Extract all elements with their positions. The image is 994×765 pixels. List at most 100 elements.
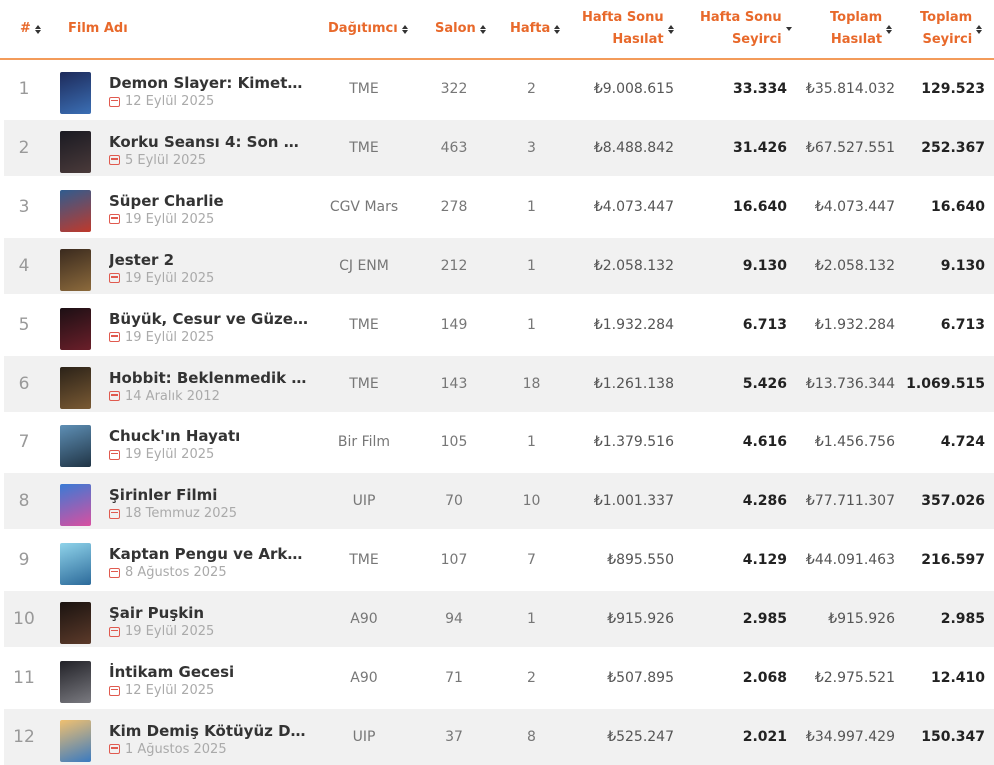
week-cell: 2 — [527, 670, 536, 686]
total-gross-cell: ₺44.091.463 — [805, 552, 895, 569]
movie-poster[interactable] — [60, 661, 91, 703]
movie-title-link[interactable]: Kaptan Pengu ve Arkad… — [109, 545, 309, 564]
weekend-admissions-cell: 6.713 — [742, 316, 787, 333]
week-cell: 1 — [527, 316, 536, 333]
total-admissions-cell: 1.069.515 — [906, 375, 985, 392]
movie-poster[interactable] — [60, 248, 91, 291]
calendar-icon — [109, 332, 120, 343]
movie-title-link[interactable]: Kim Demiş Kötüyüz Diye… — [109, 721, 309, 740]
weekend-admissions-cell: 4.616 — [742, 434, 787, 451]
calendar-icon — [109, 155, 120, 166]
movie-poster[interactable] — [60, 366, 91, 409]
total-admissions-cell: 2.985 — [940, 611, 985, 628]
total-admissions-cell: 252.367 — [921, 139, 985, 156]
movie-title-link[interactable]: Şirinler Filmi — [109, 486, 218, 505]
weekend-gross-cell: ₺1.379.516 — [593, 434, 674, 451]
total-admissions-cell: 9.130 — [940, 257, 985, 274]
movie-poster[interactable] — [60, 602, 91, 645]
release-date: 19 Eylül 2025 — [109, 271, 214, 286]
table-row[interactable]: 11 İntikam Gecesi 12 Eylül 2025 A90 71 2 ₺507.… — [4, 650, 994, 706]
total-gross-cell: ₺35.814.032 — [805, 81, 895, 97]
column-header-week[interactable]: Hafta — [510, 0, 561, 58]
sort-icon — [667, 24, 675, 34]
calendar-icon — [109, 449, 120, 460]
release-date: 12 Eylül 2025 — [109, 94, 214, 109]
column-header-salon[interactable]: Salon — [435, 0, 487, 58]
movie-poster[interactable] — [60, 189, 91, 232]
weekend-gross-cell: ₺507.895 — [607, 670, 674, 686]
movie-poster[interactable] — [60, 543, 91, 586]
movie-title-link[interactable]: Süper Charlie — [109, 191, 224, 210]
weekend-gross-cell: ₺1.932.284 — [593, 316, 674, 333]
movie-title-link[interactable]: Büyük, Cesur ve Güzel Bi… — [109, 309, 309, 328]
distributor-cell: Bir Film — [337, 434, 391, 451]
salon-cell: 463 — [440, 139, 468, 156]
week-cell: 10 — [522, 493, 541, 510]
salon-cell: 71 — [445, 670, 463, 686]
weekend-admissions-cell: 4.129 — [742, 552, 787, 569]
total-gross-cell: ₺67.527.551 — [805, 139, 895, 156]
total-gross-cell: ₺4.073.447 — [814, 198, 895, 215]
movie-poster[interactable] — [60, 307, 91, 350]
movie-title-link[interactable]: Chuck'ın Hayatı — [109, 427, 241, 446]
rank-cell: 8 — [18, 491, 30, 512]
table-row[interactable]: 12 Kim Demiş Kötüyüz Diye… 1 Ağustos 2025 U… — [4, 708, 994, 765]
weekend-gross-cell: ₺525.247 — [607, 728, 674, 745]
column-header-total-gross[interactable]: Toplam Hasılat — [830, 0, 893, 58]
weekend-gross-cell: ₺8.488.842 — [593, 139, 674, 156]
table-row[interactable]: 1 Demon Slayer: Kimetsu … 12 Eylül 2025 TME… — [4, 61, 994, 117]
release-date: 5 Eylül 2025 — [109, 153, 206, 168]
weekend-admissions-cell: 31.426 — [732, 139, 787, 156]
calendar-icon — [109, 567, 120, 578]
weekend-admissions-cell: 4.286 — [742, 493, 787, 510]
table-row[interactable]: 8 Şirinler Filmi 18 Temmuz 2025 UIP 70 10 ₺1.0… — [4, 473, 994, 530]
movie-poster[interactable] — [60, 484, 91, 527]
salon-cell: 278 — [440, 198, 468, 215]
salon-cell: 70 — [445, 493, 463, 510]
column-header-total-admissions[interactable]: Toplam Seyirci — [920, 0, 983, 58]
movie-poster[interactable] — [60, 719, 91, 762]
column-header-weekend-admissions[interactable]: Hafta Sonu Seyirci — [700, 0, 793, 58]
table-row[interactable]: 10 Şair Puşkin 19 Eylül 2025 A90 94 1 ₺915.926… — [4, 591, 994, 648]
distributor-cell: TME — [349, 139, 379, 156]
movie-title-link[interactable]: Hobbit: Beklenmedik Yo… — [109, 368, 309, 387]
table-row[interactable]: 2 Korku Seansı 4: Son Ayin 5 Eylül 2025 TME… — [4, 119, 994, 176]
movie-poster[interactable] — [60, 72, 91, 114]
column-header-distributor[interactable]: Dağıtımcı — [328, 0, 409, 58]
movie-title-link[interactable]: Korku Seansı 4: Son Ayin — [109, 132, 309, 151]
total-admissions-cell: 357.026 — [921, 493, 985, 510]
weekend-gross-cell: ₺1.001.337 — [593, 493, 674, 510]
table-row[interactable]: 7 Chuck'ın Hayatı 19 Eylül 2025 Bir Film 105… — [4, 414, 994, 470]
table-row[interactable]: 5 Büyük, Cesur ve Güzel Bi… 19 Eylül 2025 T… — [4, 297, 994, 353]
release-date: 19 Eylül 2025 — [109, 447, 214, 462]
week-cell: 1 — [527, 257, 536, 274]
week-cell: 7 — [527, 552, 536, 569]
calendar-icon — [109, 391, 120, 401]
week-cell: 1 — [527, 611, 536, 628]
weekend-gross-cell: ₺915.926 — [607, 611, 674, 628]
week-cell: 1 — [527, 434, 536, 451]
distributor-cell: CGV Mars — [329, 198, 399, 215]
total-gross-cell: ₺1.932.284 — [814, 316, 895, 333]
table-row[interactable]: 9 Kaptan Pengu ve Arkad… 8 Ağustos 2025 TME… — [4, 532, 994, 588]
table-row[interactable]: 4 Jester 2 19 Eylül 2025 CJ ENM 212 1 ₺2.058.1… — [4, 237, 994, 294]
movie-title-link[interactable]: Şair Puşkin — [109, 604, 205, 623]
movie-poster[interactable] — [60, 130, 91, 173]
movie-poster[interactable] — [60, 425, 91, 468]
total-admissions-cell: 6.713 — [940, 316, 985, 333]
salon-cell: 94 — [445, 611, 463, 628]
column-header-film[interactable]: Film Adı — [68, 21, 128, 36]
distributor-cell: TME — [349, 316, 379, 333]
column-header-rank[interactable]: # — [20, 0, 42, 58]
release-date: 19 Eylül 2025 — [109, 212, 214, 227]
movie-title-link[interactable]: İntikam Gecesi — [109, 663, 235, 681]
table-row[interactable]: 6 Hobbit: Beklenmedik Yo… 14 Aralık 2012 TM… — [4, 355, 994, 412]
rank-cell: 6 — [18, 373, 30, 394]
movie-title-link[interactable]: Jester 2 — [109, 250, 175, 269]
column-header-weekend-gross[interactable]: Hafta Sonu Hasılat — [582, 0, 675, 58]
movie-title-link[interactable]: Demon Slayer: Kimetsu … — [109, 74, 309, 92]
weekend-admissions-cell: 5.426 — [742, 375, 787, 392]
distributor-cell: CJ ENM — [339, 257, 389, 274]
table-row[interactable]: 3 Süper Charlie 19 Eylül 2025 CGV Mars 278 1 ₺… — [4, 179, 994, 235]
